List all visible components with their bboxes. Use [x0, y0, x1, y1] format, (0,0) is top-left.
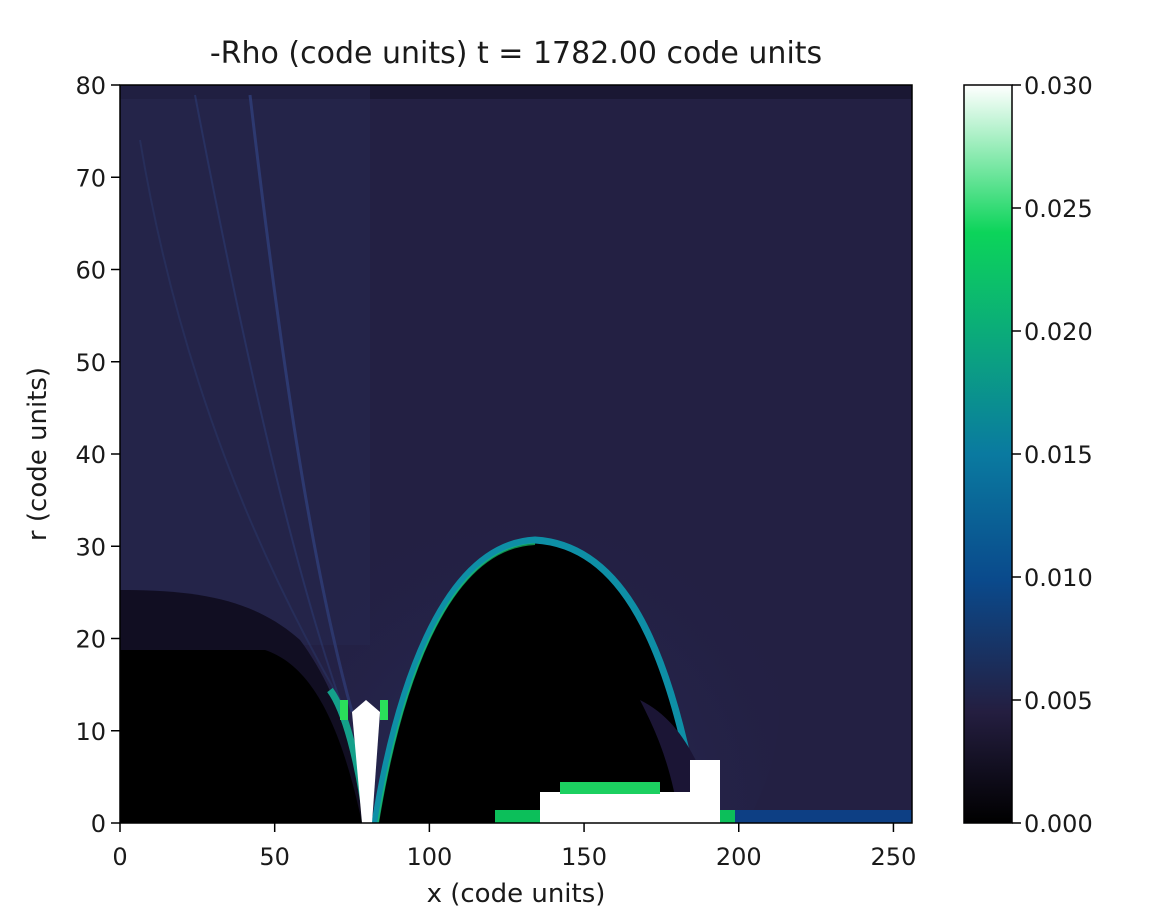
chart-title: -Rho (code units) t = 1782.00 code units — [210, 36, 822, 71]
x-tick-label: 200 — [716, 843, 762, 871]
colorbar-tick-label: 0.000 — [1024, 810, 1093, 838]
colorbar — [963, 84, 1013, 824]
x-tick-label: 150 — [561, 843, 607, 871]
heatmap-axis-band — [540, 792, 690, 823]
x-tick-label: 0 — [112, 843, 127, 871]
y-tick-label: 80 — [75, 72, 106, 100]
x-tick-label: 250 — [871, 843, 917, 871]
y-axis: 0 10 20 30 40 50 60 70 80 — [75, 72, 120, 838]
y-tick-label: 50 — [75, 349, 106, 377]
heatmap-left-cavity — [120, 650, 362, 823]
heatmap-shell-edge — [371, 536, 704, 823]
heatmap-axis-band — [690, 760, 720, 823]
y-axis-label: r (code units) — [23, 367, 53, 541]
colorbar-tick-label: 0.010 — [1024, 564, 1093, 592]
x-axis-label: x (code units) — [427, 879, 606, 909]
heatmap-cusp-glow — [340, 700, 348, 720]
colorbar-tick-label: 0.030 — [1024, 72, 1093, 100]
x-axis: 0 50 100 150 200 250 — [112, 823, 916, 871]
heatmap-cusp-glow — [380, 700, 388, 720]
x-tick-label: 100 — [406, 843, 452, 871]
y-tick-label: 10 — [75, 718, 106, 746]
colorbar-tick-label: 0.020 — [1024, 318, 1093, 346]
y-tick-label: 60 — [75, 257, 106, 285]
colorbar-tick-label: 0.015 — [1024, 441, 1093, 469]
heatmap-shell-edge — [377, 543, 536, 823]
heatmap-axis-band — [560, 782, 660, 794]
heatmap-right-cavity — [375, 540, 700, 823]
x-tick-label: 50 — [259, 843, 290, 871]
heatmap-cusp — [352, 700, 380, 823]
y-tick-label: 20 — [75, 626, 106, 654]
y-tick-label: 30 — [75, 533, 106, 561]
colorbar-tick-label: 0.005 — [1024, 687, 1093, 715]
heatmap-field — [120, 85, 912, 823]
heatmap-axis-band — [735, 810, 912, 823]
y-tick-label: 40 — [75, 441, 106, 469]
y-tick-label: 0 — [91, 810, 106, 838]
colorbar-axis: 0.000 0.005 0.010 0.015 0.020 0.025 0.030 — [1012, 72, 1093, 838]
colorbar-tick-label: 0.025 — [1024, 195, 1093, 223]
y-tick-label: 70 — [75, 164, 106, 192]
